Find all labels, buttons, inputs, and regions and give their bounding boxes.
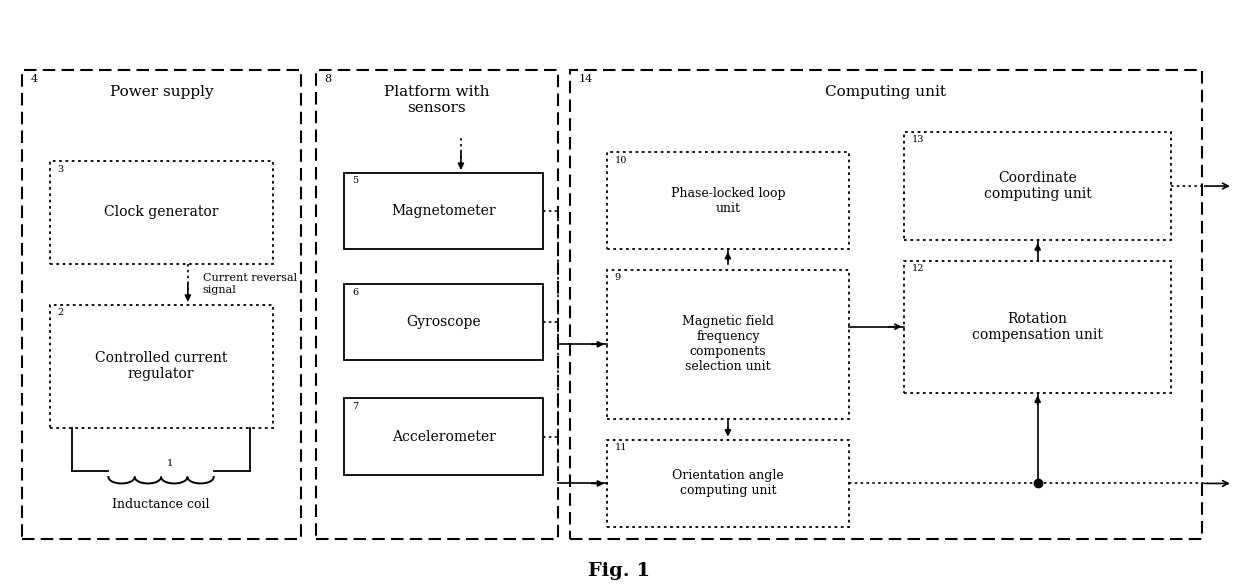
Text: 14: 14: [579, 74, 593, 84]
Text: 1: 1: [167, 459, 173, 468]
Text: Rotation
compensation unit: Rotation compensation unit: [973, 312, 1103, 342]
Text: 2: 2: [57, 308, 63, 317]
Polygon shape: [50, 305, 273, 428]
Polygon shape: [316, 70, 558, 539]
Text: Power supply: Power supply: [110, 85, 213, 99]
Polygon shape: [22, 70, 301, 539]
Text: 7: 7: [352, 402, 358, 411]
Text: 4: 4: [31, 74, 38, 84]
Polygon shape: [570, 70, 1202, 539]
Text: 10: 10: [615, 156, 627, 165]
Text: 8: 8: [325, 74, 332, 84]
Text: Accelerometer: Accelerometer: [392, 430, 496, 444]
Text: Fig. 1: Fig. 1: [589, 563, 650, 580]
Text: Magnetometer: Magnetometer: [392, 204, 496, 218]
Polygon shape: [904, 261, 1171, 393]
Text: 12: 12: [912, 264, 924, 273]
Polygon shape: [607, 270, 849, 419]
Text: 3: 3: [57, 165, 63, 173]
Text: Inductance coil: Inductance coil: [113, 498, 209, 511]
Text: 13: 13: [912, 135, 924, 144]
Text: Gyroscope: Gyroscope: [406, 315, 481, 329]
Text: Controlled current
regulator: Controlled current regulator: [95, 351, 227, 381]
Text: Current reversal
signal: Current reversal signal: [203, 274, 297, 295]
Polygon shape: [607, 152, 849, 249]
Text: Coordinate
computing unit: Coordinate computing unit: [984, 171, 1092, 201]
Text: 5: 5: [352, 176, 358, 185]
Text: Platform with
sensors: Platform with sensors: [384, 85, 489, 115]
Text: Computing unit: Computing unit: [825, 85, 947, 99]
Polygon shape: [904, 132, 1171, 240]
Text: 11: 11: [615, 443, 627, 452]
Polygon shape: [344, 284, 543, 360]
Text: Magnetic field
frequency
components
selection unit: Magnetic field frequency components sele…: [681, 315, 774, 373]
Text: 9: 9: [615, 273, 621, 282]
Text: Orientation angle
computing unit: Orientation angle computing unit: [672, 469, 784, 498]
Text: Clock generator: Clock generator: [104, 206, 218, 219]
Text: Phase-locked loop
unit: Phase-locked loop unit: [670, 187, 786, 214]
Polygon shape: [607, 440, 849, 527]
Polygon shape: [344, 398, 543, 475]
Text: 6: 6: [352, 288, 358, 297]
Polygon shape: [50, 161, 273, 264]
Polygon shape: [344, 173, 543, 249]
